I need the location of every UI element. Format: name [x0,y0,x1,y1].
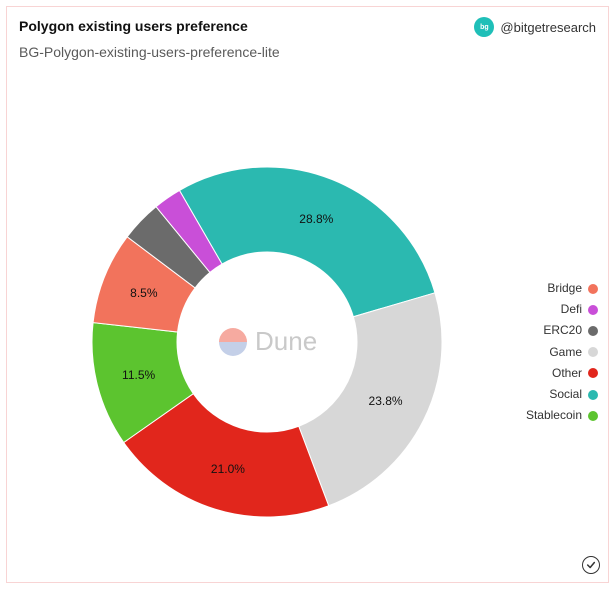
chart-subtitle: BG-Polygon-existing-users-preference-lit… [19,43,280,63]
legend-dot-icon [588,390,598,400]
legend: Bridge Defi ERC20 Game Other Social Stablecoin [526,277,598,427]
slice-label: 8.5% [130,286,157,300]
legend-dot-icon [588,326,598,336]
legend-dot-icon [588,284,598,294]
legend-dot-icon [588,368,598,378]
chart-title: Polygon existing users preference [19,17,248,37]
legend-label: ERC20 [543,321,582,340]
legend-label: Defi [561,300,582,319]
legend-item[interactable]: ERC20 [526,321,598,340]
slice-label: 28.8% [299,212,333,226]
title-group: Polygon existing users preference BG-Pol… [19,17,464,62]
legend-item[interactable]: Other [526,364,598,383]
legend-label: Other [552,364,582,383]
slice-label: 11.5% [122,368,155,382]
legend-dot-icon [588,347,598,357]
slice-label: 21.0% [211,462,245,476]
legend-label: Stablecoin [526,406,582,425]
chart-card: Polygon existing users preference BG-Pol… [6,6,609,583]
donut-slice[interactable] [180,167,435,317]
author-badge[interactable]: bg @bitgetresearch [474,17,596,37]
legend-label: Bridge [547,279,582,298]
slice-label: 23.8% [369,394,403,408]
legend-label: Game [549,343,582,362]
author-handle: @bitgetresearch [500,20,596,35]
legend-dot-icon [588,411,598,421]
legend-item[interactable]: Game [526,343,598,362]
legend-item[interactable]: Defi [526,300,598,319]
card-header: Polygon existing users preference BG-Pol… [19,17,596,62]
legend-item[interactable]: Stablecoin [526,406,598,425]
legend-item[interactable]: Social [526,385,598,404]
author-avatar-icon: bg [474,17,494,37]
donut-chart [27,107,497,577]
chart-area: Dune BridgeDefiERC20GameOtherSocialStabl… [7,67,608,582]
legend-dot-icon [588,305,598,315]
legend-item[interactable]: Bridge [526,279,598,298]
legend-label: Social [549,385,582,404]
verified-check-icon [582,556,600,574]
